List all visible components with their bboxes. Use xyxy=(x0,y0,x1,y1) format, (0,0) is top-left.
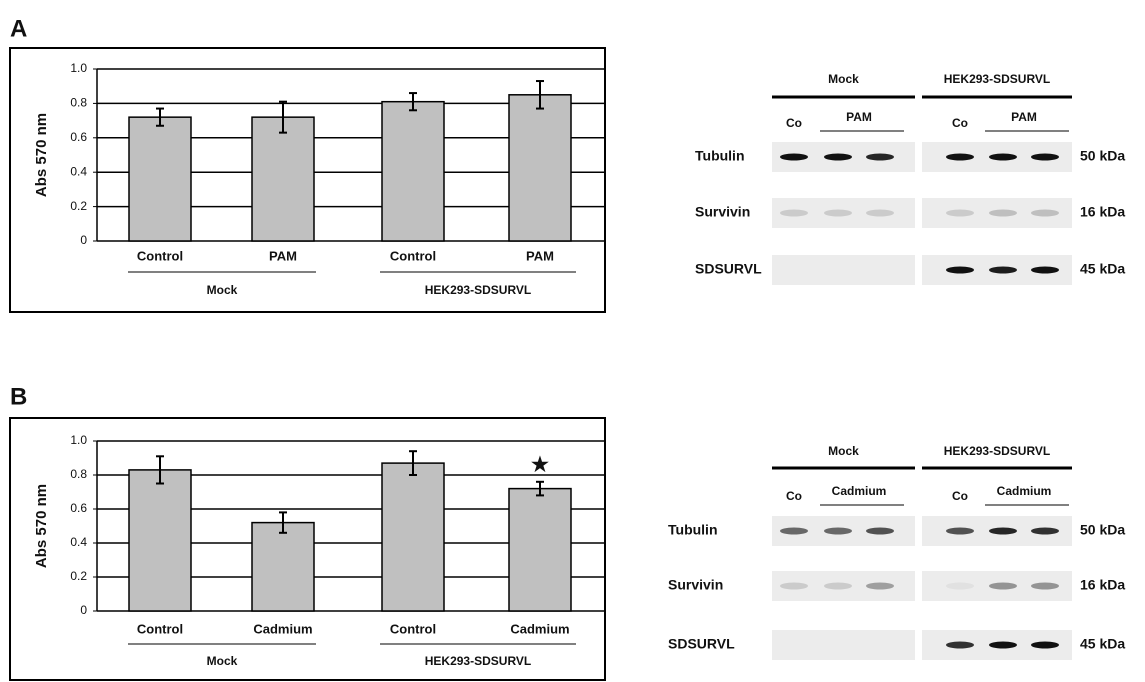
band xyxy=(780,154,808,161)
bar xyxy=(252,117,314,241)
band xyxy=(1031,642,1059,649)
band xyxy=(780,528,808,535)
blot-group-label: HEK293-SDSURVL xyxy=(944,72,1050,86)
y-axis-label: Abs 570 nm xyxy=(33,113,50,197)
band xyxy=(866,528,894,535)
y-tick-label: 1.0 xyxy=(70,61,87,75)
band xyxy=(780,210,808,217)
band xyxy=(946,528,974,535)
figure: A Abs 570 nm 0 0.2 0.4 0.6 0.8 1.0 Control PAM Con… xyxy=(0,0,1145,682)
y-tick-label: 1.0 xyxy=(70,433,87,447)
band xyxy=(1031,210,1059,217)
row-label: SDSURVL xyxy=(695,261,762,277)
band xyxy=(989,267,1017,274)
band xyxy=(866,210,894,217)
x-tick-label: PAM xyxy=(526,248,554,263)
y-tick-label: 0.4 xyxy=(70,535,87,549)
x-tick-label: PAM xyxy=(269,248,297,263)
group-label: HEK293-SDSURVL xyxy=(425,654,531,668)
size-label: 45 kDa xyxy=(1080,636,1125,652)
lane-label: Cadmium xyxy=(997,484,1052,498)
annotation: ★ xyxy=(531,454,549,476)
blot-group-label: Mock xyxy=(828,72,859,86)
band xyxy=(989,528,1017,535)
lane-label: Co xyxy=(952,489,968,503)
band xyxy=(780,583,808,590)
bar xyxy=(509,95,571,241)
y-tick-label: 0.6 xyxy=(70,130,87,144)
x-tick-label: Control xyxy=(137,248,183,263)
y-tick-label: 0.4 xyxy=(70,164,87,178)
row-label: Survivin xyxy=(668,577,723,593)
blot-strip xyxy=(772,630,915,660)
size-label: 50 kDa xyxy=(1080,148,1125,164)
lane-label: PAM xyxy=(1011,110,1037,124)
band xyxy=(989,642,1017,649)
blot-strip xyxy=(772,255,915,285)
group-label: Mock xyxy=(207,654,238,668)
bar xyxy=(382,463,444,611)
band xyxy=(946,267,974,274)
band xyxy=(946,583,974,590)
lane-label: Co xyxy=(786,489,802,503)
y-axis-label: Abs 570 nm xyxy=(33,484,50,568)
x-tick-label: Cadmium xyxy=(510,621,569,636)
bar xyxy=(382,102,444,241)
band xyxy=(824,583,852,590)
band xyxy=(824,210,852,217)
panel-label: B xyxy=(10,383,27,410)
band xyxy=(866,154,894,161)
bar xyxy=(252,523,314,611)
row-label: Survivin xyxy=(695,204,750,220)
bar xyxy=(129,117,191,241)
x-tick-label: Control xyxy=(137,621,183,636)
group-label: Mock xyxy=(207,283,238,297)
lane-label: Co xyxy=(952,116,968,130)
band xyxy=(989,154,1017,161)
x-tick-label: Control xyxy=(390,248,436,263)
row-label: Tubulin xyxy=(668,522,718,538)
band xyxy=(946,642,974,649)
band xyxy=(1031,267,1059,274)
y-tick-label: 0.2 xyxy=(70,569,87,583)
y-tick-label: 0 xyxy=(80,233,87,247)
x-tick-label: Control xyxy=(390,621,436,636)
band xyxy=(824,154,852,161)
bar xyxy=(509,489,571,611)
panel-label: A xyxy=(10,15,27,42)
y-tick-label: 0 xyxy=(80,603,87,617)
band xyxy=(946,154,974,161)
size-label: 45 kDa xyxy=(1080,261,1125,277)
size-label: 16 kDa xyxy=(1080,577,1125,593)
band xyxy=(989,583,1017,590)
bar xyxy=(129,470,191,611)
group-label: HEK293-SDSURVL xyxy=(425,283,531,297)
band xyxy=(989,210,1017,217)
lane-label: Cadmium xyxy=(832,484,887,498)
y-tick-label: 0.8 xyxy=(70,467,87,481)
size-label: 16 kDa xyxy=(1080,204,1125,220)
x-tick-label: Cadmium xyxy=(253,621,312,636)
row-label: Tubulin xyxy=(695,148,745,164)
blot-group-label: Mock xyxy=(828,444,859,458)
row-label: SDSURVL xyxy=(668,636,735,652)
y-tick-label: 0.2 xyxy=(70,199,87,213)
blot-group-label: HEK293-SDSURVL xyxy=(944,444,1050,458)
band xyxy=(946,210,974,217)
y-tick-label: 0.6 xyxy=(70,501,87,515)
band xyxy=(1031,154,1059,161)
band xyxy=(824,528,852,535)
band xyxy=(1031,528,1059,535)
band xyxy=(866,583,894,590)
size-label: 50 kDa xyxy=(1080,522,1125,538)
band xyxy=(1031,583,1059,590)
lane-label: PAM xyxy=(846,110,872,124)
lane-label: Co xyxy=(786,116,802,130)
y-tick-label: 0.8 xyxy=(70,96,87,110)
